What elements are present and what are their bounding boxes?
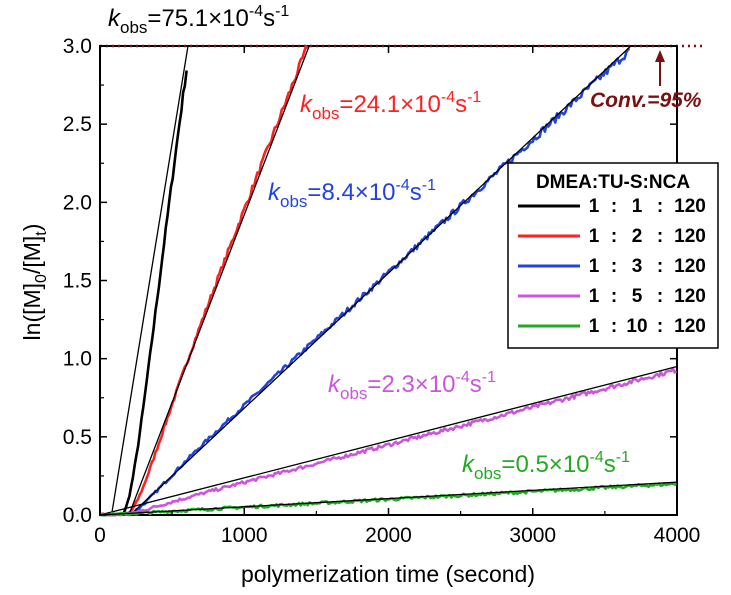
legend-ratio-c: 120 xyxy=(674,226,706,247)
fit-line xyxy=(99,365,678,516)
rate-annotation: kobs=8.4×10-4s-1 xyxy=(268,177,436,211)
legend-ratio-c: 120 xyxy=(674,256,706,277)
y-tick-label: 2.0 xyxy=(63,191,92,214)
legend-ratio-c: 120 xyxy=(674,316,706,337)
fit-line xyxy=(128,45,310,516)
legend-ratio-b: 1 xyxy=(632,196,643,217)
legend-colon: : xyxy=(657,316,663,337)
legend-title: DMEA:TU-S:NCA xyxy=(536,172,690,193)
x-tick-label: 0 xyxy=(94,524,106,547)
x-tick-label: 3000 xyxy=(509,524,556,547)
fit-line xyxy=(99,481,678,516)
y-tick-label: 2.5 xyxy=(63,113,92,136)
y-tick-label: 1.5 xyxy=(63,270,92,293)
x-tick-label: 1000 xyxy=(221,524,268,547)
series-curve xyxy=(99,367,678,517)
y-tick-label: 3.0 xyxy=(63,35,92,58)
series-curve xyxy=(99,45,309,517)
y-tick-label: 0.0 xyxy=(63,504,92,527)
y-tick-label: 1.0 xyxy=(63,348,92,371)
conversion-arrowhead xyxy=(655,50,665,62)
legend-ratio-b: 3 xyxy=(632,256,643,277)
x-axis-title: polymerization time (second) xyxy=(241,561,535,587)
legend-ratio-c: 120 xyxy=(674,196,706,217)
legend-colon: : xyxy=(657,286,663,307)
axis-ticks: 0 1000 2000 3000 4000 0.0 0.5 1.0 1.5 2.0 2.5 3.0 xyxy=(63,35,701,547)
legend-ratio-a: 1 xyxy=(589,256,600,277)
rate-annotation: kobs=75.1×10-4s-1 xyxy=(108,3,289,37)
legend-box xyxy=(507,162,719,349)
y-axis-title: ln([M]0/[M]t) xyxy=(19,224,50,341)
legend-colon: : xyxy=(611,196,617,217)
legend-ratio-b: 10 xyxy=(626,316,647,337)
legend-ratio-b: 2 xyxy=(632,226,643,247)
rate-annotation: kobs=24.1×10-4s-1 xyxy=(300,89,481,123)
conversion-label: Conv.=95% xyxy=(590,89,702,112)
rate-annotation: kobs=0.5×10-4s-1 xyxy=(462,449,630,483)
legend-ratio-a: 1 xyxy=(589,286,600,307)
legend-colon: : xyxy=(611,226,617,247)
y-tick-label: 0.5 xyxy=(63,426,92,449)
legend: DMEA:TU-S:NCA 1:1:1201:2:1201:3:1201:5:1… xyxy=(507,162,719,349)
x-tick-label: 2000 xyxy=(365,524,412,547)
chart-marks: kobs=75.1×10-4s-1 kobs=24.1×10-4s-1 kobs=8… xyxy=(99,3,705,517)
legend-colon: : xyxy=(611,256,617,277)
x-tick-label: 4000 xyxy=(654,524,701,547)
legend-colon: : xyxy=(657,196,663,217)
legend-ratio-a: 1 xyxy=(589,316,600,337)
legend-ratio-a: 1 xyxy=(589,226,600,247)
legend-colon: : xyxy=(657,256,663,277)
legend-ratio-a: 1 xyxy=(589,196,600,217)
legend-colon: : xyxy=(657,226,663,247)
rate-annotation: kobs=2.3×10-4s-1 xyxy=(328,369,496,403)
legend-colon: : xyxy=(611,286,617,307)
legend-ratio-c: 120 xyxy=(674,286,706,307)
fit-line xyxy=(110,45,189,516)
fit-line xyxy=(129,45,632,516)
legend-colon: : xyxy=(611,316,617,337)
legend-ratio-b: 5 xyxy=(632,286,643,307)
